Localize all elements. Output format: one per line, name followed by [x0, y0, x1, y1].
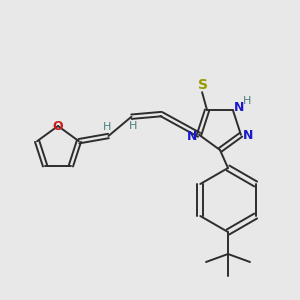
Text: N: N: [234, 101, 244, 114]
Text: H: H: [243, 96, 251, 106]
Text: N: N: [243, 129, 253, 142]
Text: H: H: [103, 122, 112, 132]
Text: N: N: [187, 130, 197, 143]
Text: O: O: [53, 119, 63, 133]
Text: H: H: [129, 121, 138, 131]
Text: S: S: [198, 78, 208, 92]
